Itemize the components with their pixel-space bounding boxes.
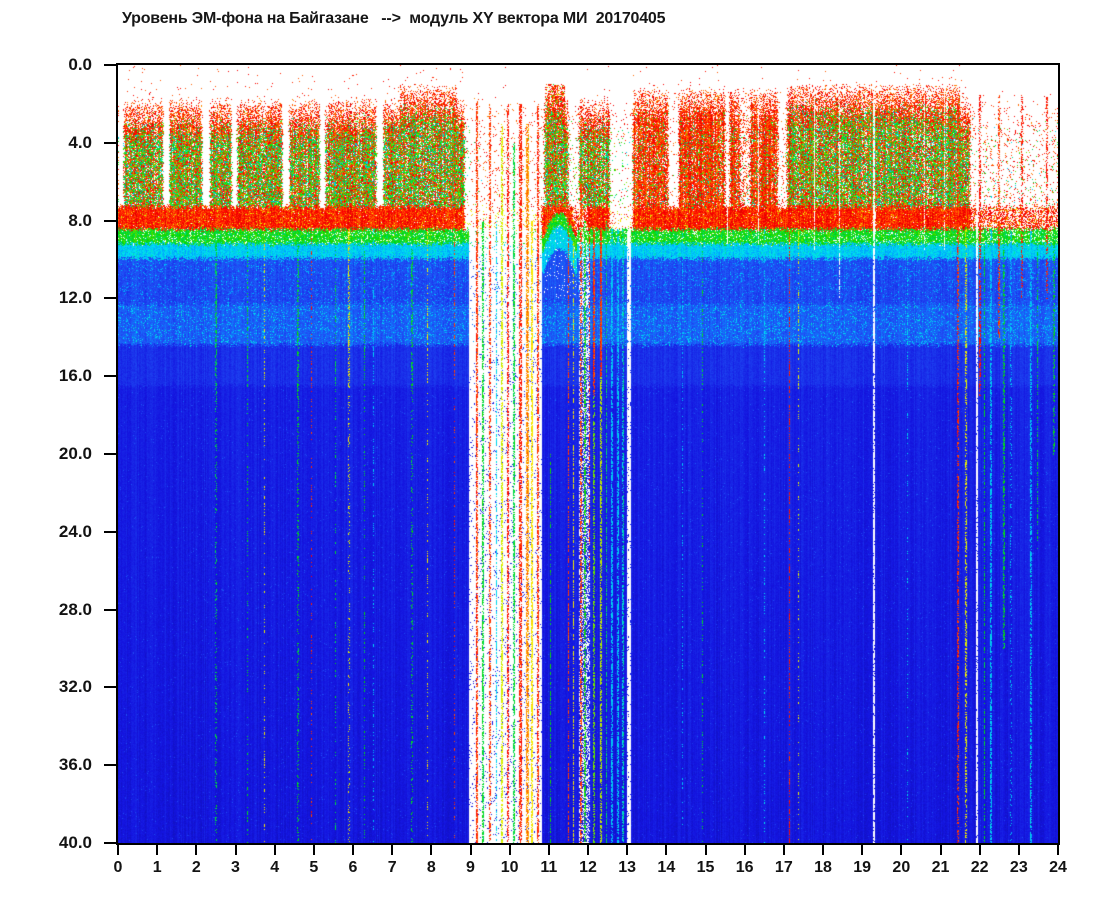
x-tick-mark-6 (352, 845, 354, 855)
x-tick-label-22: 22 (970, 859, 989, 876)
y-tick-mark-0.0 (104, 64, 116, 66)
x-tick-label-18: 18 (814, 859, 832, 876)
x-tick-label-8: 8 (426, 859, 436, 876)
y-tick-label-0.0: 0.0 (68, 55, 92, 74)
y-tick-mark-32.0 (104, 686, 116, 689)
x-tick-mark-12 (587, 845, 589, 855)
x-tick-mark-15 (704, 845, 707, 855)
x-tick-label-3: 3 (231, 859, 240, 876)
x-tick-label-0: 0 (113, 859, 123, 876)
y-tick-label-36.0: 36.0 (58, 755, 92, 775)
x-tick-mark-9 (469, 845, 472, 855)
x-tick-mark-8 (430, 845, 433, 855)
x-tick-label-1: 1 (152, 859, 162, 876)
y-tick-label-28.0: 28.0 (58, 599, 92, 619)
y-tick-label-16.0: 16.0 (58, 366, 92, 386)
y-tick-mark-24.0 (104, 530, 116, 533)
y-tick-label-40.0: 40.0 (58, 833, 92, 852)
x-tick-mark-20 (900, 845, 903, 855)
y-tick-mark-8.0 (104, 219, 116, 222)
y-tick-label-20.0: 20.0 (58, 444, 92, 463)
x-tick-label-6: 6 (348, 859, 358, 876)
x-tick-mark-7 (391, 845, 394, 855)
y-tick-mark-4.0 (104, 141, 116, 144)
x-tick-label-9: 9 (466, 859, 475, 876)
x-tick-label-11: 11 (540, 859, 558, 876)
x-tick-mark-17 (782, 845, 785, 855)
x-tick-label-24: 24 (1049, 859, 1067, 876)
x-tick-label-16: 16 (735, 859, 754, 876)
x-tick-label-15: 15 (696, 859, 715, 876)
x-tick-label-20: 20 (892, 859, 911, 876)
y-tick-mark-28.0 (104, 608, 116, 611)
x-tick-label-17: 17 (774, 859, 793, 876)
y-tick-label-32.0: 32.0 (58, 677, 92, 697)
x-tick-label-12: 12 (579, 859, 597, 876)
x-tick-label-2: 2 (191, 859, 201, 876)
chart-title: Уровень ЭМ-фона на Байгазане --> модуль … (122, 10, 666, 27)
x-tick-mark-5 (312, 845, 315, 855)
x-tick-mark-19 (861, 845, 864, 855)
y-tick-mark-16.0 (104, 375, 116, 378)
y-tick-label-4.0: 4.0 (68, 132, 92, 152)
y-tick-label-12.0: 12.0 (58, 288, 92, 308)
x-tick-mark-18 (822, 845, 824, 855)
x-tick-label-5: 5 (309, 859, 319, 876)
y-tick-label-8.0: 8.0 (68, 210, 92, 230)
x-tick-mark-24 (1057, 845, 1059, 855)
y-tick-mark-20.0 (104, 453, 116, 455)
x-tick-label-7: 7 (387, 859, 397, 876)
x-tick-mark-13 (626, 845, 629, 855)
y-tick-mark-12.0 (104, 297, 116, 300)
x-tick-mark-4 (273, 845, 276, 855)
x-tick-mark-14 (665, 845, 668, 855)
y-tick-mark-40.0 (104, 842, 116, 844)
x-tick-mark-1 (156, 845, 159, 855)
spectrogram-heatmap (118, 65, 1058, 843)
x-tick-label-14: 14 (657, 859, 676, 876)
x-tick-label-13: 13 (618, 859, 637, 876)
x-tick-label-4: 4 (270, 859, 280, 876)
x-tick-mark-0 (117, 845, 119, 855)
x-tick-mark-22 (978, 845, 981, 855)
x-tick-mark-11 (547, 845, 550, 855)
x-tick-label-10: 10 (500, 859, 519, 876)
y-tick-label-24.0: 24.0 (58, 521, 92, 541)
y-tick-mark-36.0 (104, 764, 116, 767)
x-tick-label-19: 19 (853, 859, 872, 876)
x-tick-mark-3 (234, 845, 237, 855)
x-tick-mark-10 (508, 845, 511, 855)
x-tick-label-21: 21 (931, 859, 950, 876)
x-tick-mark-2 (195, 845, 198, 855)
x-tick-label-23: 23 (1009, 859, 1028, 876)
x-tick-mark-21 (939, 845, 942, 855)
x-tick-mark-23 (1017, 845, 1020, 855)
x-tick-mark-16 (743, 845, 746, 855)
